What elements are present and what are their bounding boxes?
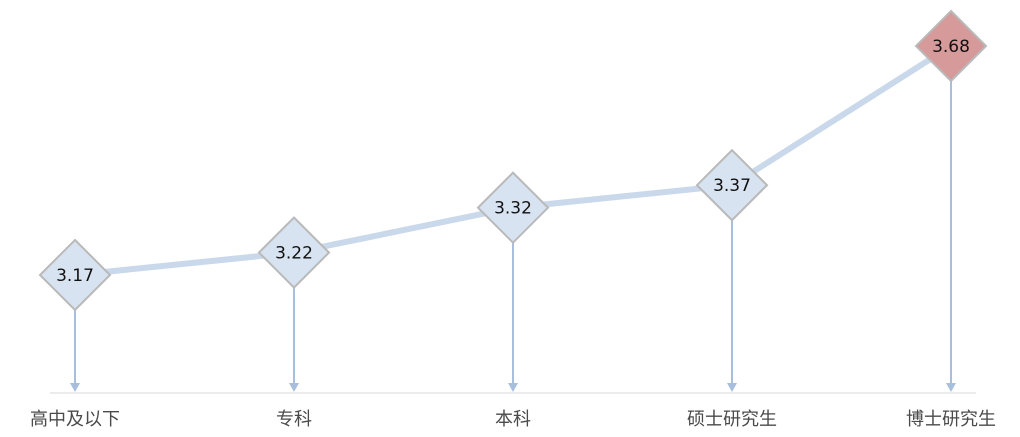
value-label: 3.32 [494, 199, 532, 219]
markers-group [38, 9, 988, 312]
diamond-marker [476, 171, 550, 245]
category-label: 高中及以下 [30, 409, 120, 430]
category-label: 本科 [495, 409, 531, 430]
category-labels-group: 高中及以下 专科 本科 硕士研究生 博士研究生 [30, 409, 996, 430]
value-label: 3.68 [932, 37, 970, 57]
category-label: 专科 [276, 409, 312, 430]
diamond-marker [695, 148, 769, 222]
line-segment [729, 43, 954, 189]
drop-lines-group [70, 81, 956, 392]
highlight-diamond-marker [914, 9, 988, 83]
line-segment [72, 249, 297, 278]
line-segment [291, 204, 516, 256]
value-label: 3.37 [713, 176, 751, 196]
value-labels-group: 3.17 3.22 3.32 3.37 3.68 [56, 37, 970, 286]
value-label: 3.22 [275, 244, 313, 264]
drop-line-arrow [946, 383, 956, 392]
series-group [72, 43, 954, 278]
category-label: 博士研究生 [906, 409, 996, 430]
drop-line-arrow [289, 383, 299, 392]
diamond-marker [38, 238, 112, 312]
diamond-marker [257, 216, 331, 289]
value-label: 3.17 [56, 266, 94, 286]
line-segment [510, 182, 735, 211]
category-label: 硕士研究生 [687, 409, 777, 430]
drop-line-arrow [508, 383, 518, 392]
drop-line-arrow [70, 383, 80, 392]
drop-line-arrow [727, 383, 737, 392]
